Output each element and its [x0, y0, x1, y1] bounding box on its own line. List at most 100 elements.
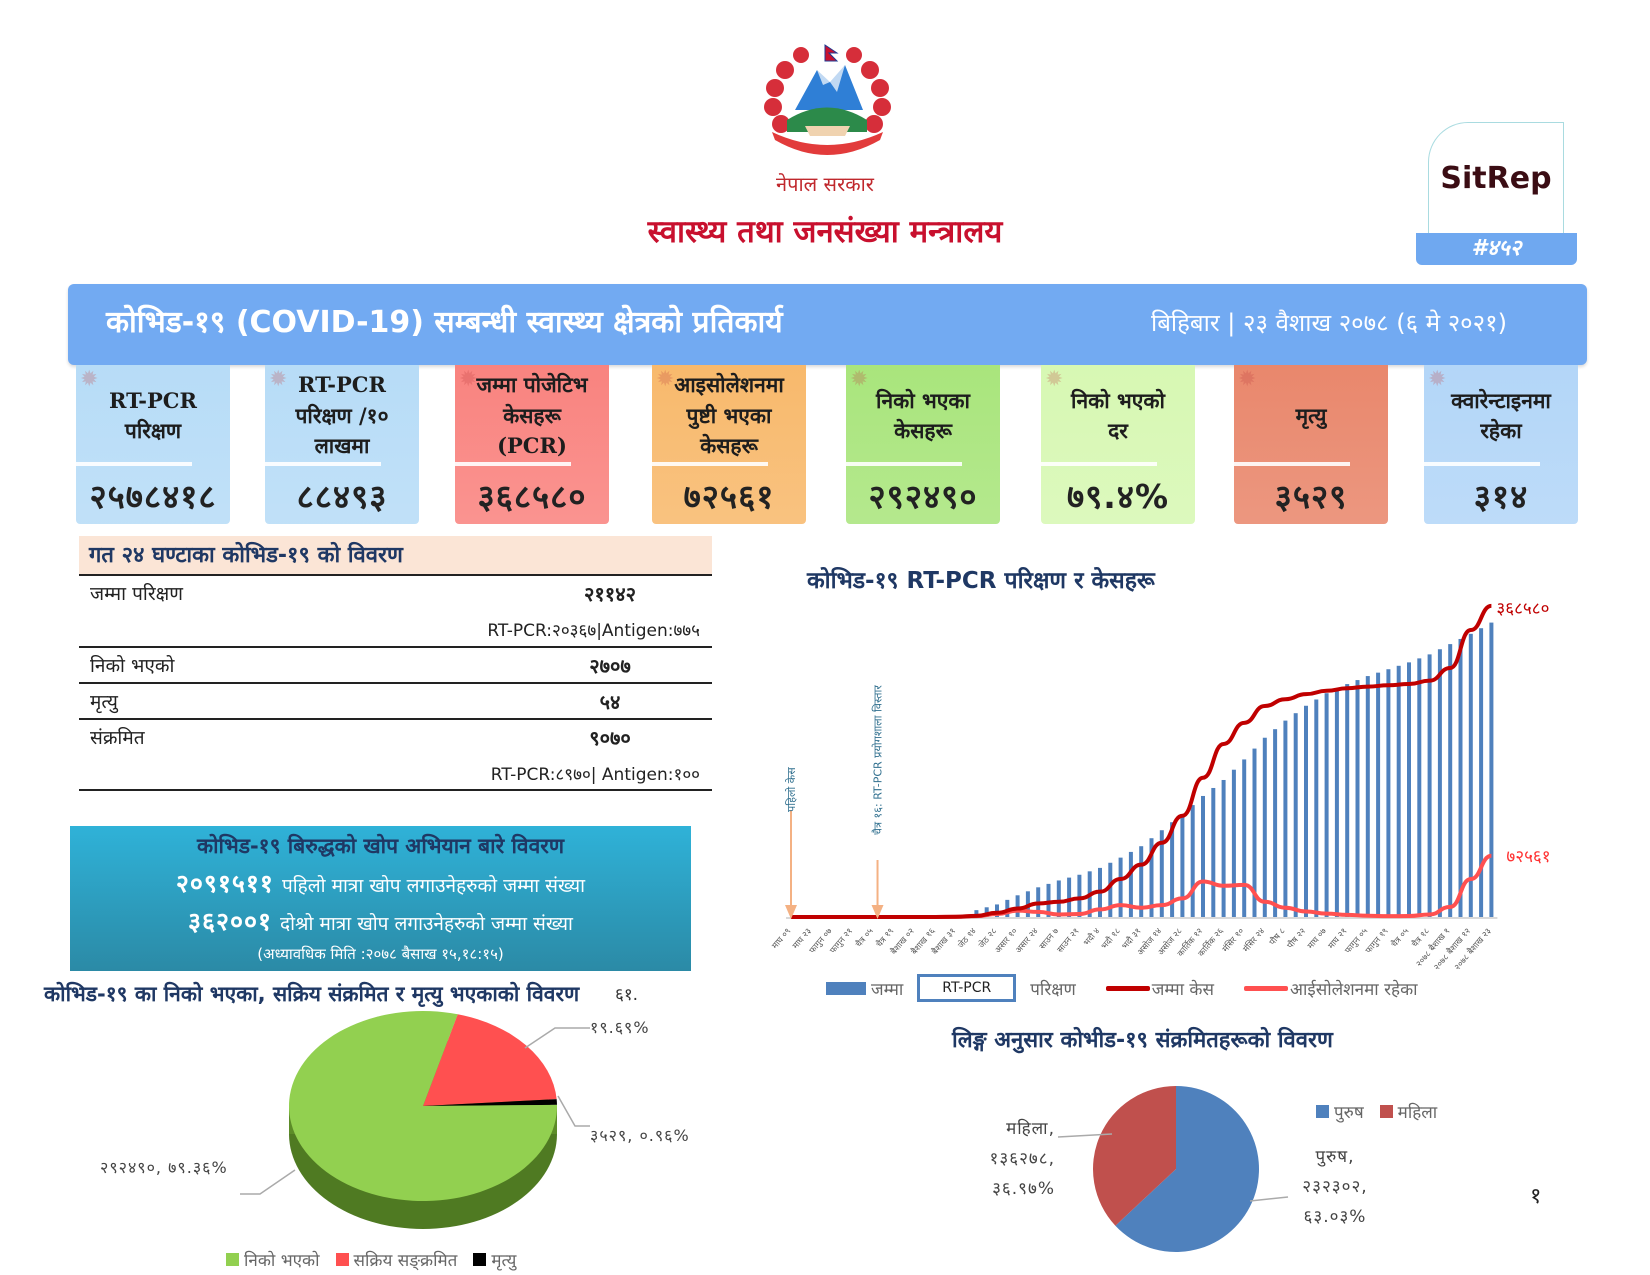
- tests-cases-chart-title: कोभिड-१९ RT-PCR परिक्षण र केसहरू: [807, 568, 1155, 594]
- leader-line: [1057, 1133, 1113, 1138]
- bar-tests: [995, 904, 999, 917]
- female-label-value: १३६२७८,: [989, 1149, 1055, 1169]
- bar-tests: [1108, 862, 1113, 917]
- sitrep-label: SitRep: [1440, 161, 1552, 196]
- first-dose-count: २०९१५११: [175, 869, 274, 898]
- row-sub-total-tests: RT-PCR:२०३६७|Antigen:७७५: [487, 621, 700, 641]
- x-tick-label: चैत्र ०५: [853, 926, 875, 950]
- table-divider: [79, 682, 712, 684]
- page-number: १: [1530, 1184, 1542, 1209]
- card-title: आइसोलेशनमा पुष्टी भएका केसहरू: [674, 372, 784, 459]
- card-divider: [76, 462, 192, 466]
- x-tick-label: मंसिर २४: [1241, 926, 1267, 955]
- bar-tests: [1376, 672, 1381, 917]
- bar-tests: [1005, 899, 1010, 917]
- bar-tests: [1365, 676, 1370, 917]
- card-title: क्वारेन्टाइनमा रहेका: [1451, 387, 1551, 443]
- card-title: मृत्यु: [1295, 402, 1327, 428]
- card-divider: [652, 462, 768, 466]
- table-divider: [79, 718, 712, 720]
- card-divider: [265, 462, 381, 466]
- outcome-pie-legend: निको भएको सक्रिय सङ्क्रमित मृत्यु: [210, 1248, 516, 1271]
- bar-tests: [1118, 857, 1123, 917]
- line-total-cases: [791, 603, 1492, 919]
- x-tick-label: साउन २१: [1055, 927, 1081, 956]
- bar-tests: [1324, 693, 1329, 917]
- legend-line-cases: [1105, 985, 1150, 991]
- female-label-percent: ३६.९७%: [992, 1179, 1055, 1199]
- annotation-arrow-icon: [871, 905, 884, 919]
- gender-pie-legend: पुरुष महिला: [1300, 1100, 1437, 1123]
- government-name: नेपाल सरकार: [776, 172, 874, 196]
- pie-label-active: १९.६९%: [590, 1018, 650, 1037]
- legend-label-deaths: मृत्यु: [491, 1251, 517, 1271]
- bar-tests: [1273, 729, 1278, 917]
- bar-tests: [1211, 787, 1216, 917]
- end-label-isolation: ७२५६१: [1506, 847, 1550, 867]
- summary-card: ✹ जम्मा पोजेटिभ केसहरू (PCR) ३६८५८०: [455, 365, 609, 524]
- bar-tests: [1417, 658, 1422, 917]
- legend-label-recovered: निको भएको: [244, 1251, 320, 1271]
- gender-pie-title: लिङ्ग अनुसार कोभीड-१९ संक्रमितहरूको विवर…: [952, 1028, 1333, 1053]
- bar-tests: [1386, 669, 1391, 917]
- pie-label-female: महिला, १३६२७८, ३६.९७%: [955, 1114, 1055, 1204]
- card-divider: [455, 462, 571, 466]
- annotation-arrow-icon: [785, 905, 797, 919]
- row-sub-infected: RT-PCR:८९७०| Antigen:१००: [490, 765, 700, 785]
- table-divider: [79, 574, 712, 576]
- bar-tests: [1221, 779, 1226, 917]
- second-dose-label: दोश्रो मात्रा खोप लगाउनेहरुको जम्मा संख्…: [280, 913, 573, 935]
- male-label-percent: ६३.०३%: [1303, 1207, 1367, 1227]
- ministry-title: स्वास्थ्य तथा जनसंख्या मन्त्रालय: [647, 214, 1003, 250]
- bar-tests: [1427, 654, 1432, 917]
- table-divider: [79, 789, 712, 791]
- pie-slice: [423, 1099, 557, 1106]
- row-label-recovered: निको भएको: [90, 655, 175, 677]
- legend-label-tests-box: RT-PCR: [917, 974, 1017, 1002]
- bar-tests: [1170, 822, 1175, 917]
- nepal-government-emblem-logo: [764, 44, 891, 155]
- card-title: निको भएका केसहरू: [876, 387, 970, 443]
- virus-icon: ✹: [850, 367, 869, 392]
- bar-tests: [1334, 688, 1339, 917]
- bar-tests: [1448, 644, 1453, 917]
- card-divider: [846, 462, 962, 466]
- summary-card: ✹ RT-PCR परिक्षण २५७८४१८: [76, 365, 230, 524]
- second-dose-row: ३६२००१ दोश्रो मात्रा खोप लगाउनेहरुको जम्म…: [70, 904, 691, 938]
- virus-icon: ✹: [656, 367, 675, 392]
- card-value: ७२५६१: [683, 477, 775, 516]
- outcome-pie-title-overlap: ६१.: [615, 985, 639, 1005]
- x-tick-label: फागुन २१: [828, 927, 855, 956]
- bar-tests: [1355, 680, 1360, 917]
- card-value: ३५२९: [1274, 477, 1348, 516]
- bar-tests: [1180, 814, 1185, 917]
- x-tick-label: भदौ १८: [1099, 926, 1123, 952]
- table-divider: [79, 646, 712, 648]
- bar-tests: [1242, 759, 1247, 917]
- gender-pie-chart: [1057, 1086, 1289, 1252]
- x-tick-label: असार २४: [1014, 927, 1041, 956]
- leader-line: [240, 1169, 296, 1195]
- last-24h-title: गत २४ घण्टाका कोभिड-१९ को विवरण: [79, 536, 712, 575]
- end-label-total-cases: ३६८५८०: [1496, 600, 1549, 619]
- pie-label-male: पुरुष, २३२३०२, ६३.०३%: [1285, 1142, 1385, 1232]
- male-label-value: २३२३०२,: [1302, 1177, 1368, 1197]
- bar-tests: [1437, 649, 1442, 917]
- legend-swatch-recovered: [226, 1253, 239, 1266]
- bar-tests: [1458, 638, 1463, 917]
- x-tick-label: चैत्र ०५: [1389, 926, 1411, 950]
- bar-tests: [1468, 633, 1473, 917]
- card-title: RT-PCR परिक्षण: [109, 387, 197, 443]
- bar-tests: [1262, 737, 1267, 917]
- legend-label-isolation: आईसोलेशनमा रहेका: [1289, 979, 1418, 1000]
- bar-tests: [1159, 830, 1164, 917]
- bar-tests: [1293, 713, 1298, 917]
- card-value: ३१४: [1473, 477, 1529, 516]
- bar-tests: [1139, 846, 1144, 917]
- bar-tests: [974, 910, 979, 917]
- second-dose-count: ३६२००१: [188, 907, 273, 936]
- x-tick-label: पौष २२: [1285, 926, 1309, 951]
- virus-icon: ✹: [269, 367, 288, 392]
- x-tick-label: जेठ १४: [956, 926, 979, 951]
